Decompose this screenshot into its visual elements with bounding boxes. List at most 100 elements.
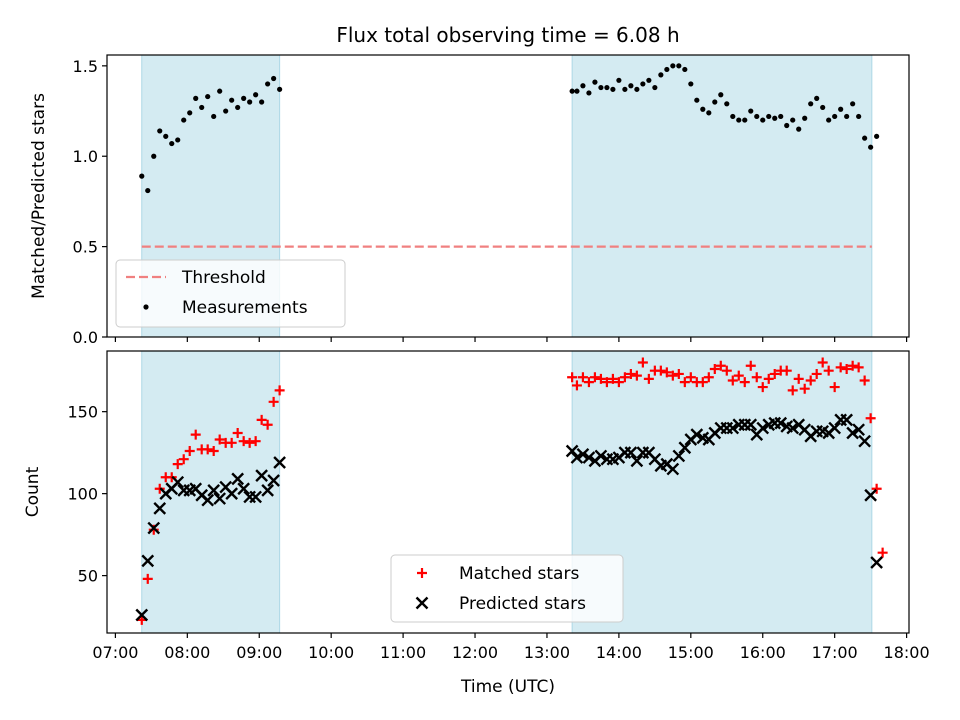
predicted-stars-point — [141, 554, 155, 568]
legend-box — [115, 259, 346, 328]
measurement-point — [748, 108, 754, 114]
measurement-point — [211, 113, 217, 120]
measurement-point — [580, 83, 586, 89]
matched-stars-point — [799, 383, 810, 394]
matched-stars-point — [190, 429, 201, 440]
predicted-stars-point — [690, 428, 704, 441]
predicted-stars-point — [153, 502, 167, 515]
predicted-stars-point — [858, 434, 871, 448]
matched-stars-point — [571, 380, 582, 391]
matched-stars-point — [745, 360, 756, 371]
measurement-point — [181, 117, 187, 123]
measurement-point — [874, 133, 880, 139]
matched-stars-point — [817, 357, 828, 368]
y-tick-label: 150 — [67, 403, 98, 422]
measurement-point — [604, 84, 610, 91]
y-axis-label: Matched/Predicted stars — [29, 93, 49, 299]
matched-stars-point — [793, 373, 804, 384]
legend-predicted-swatch — [415, 596, 429, 610]
matched-stars-point — [781, 365, 792, 376]
predicted-stars-point — [852, 423, 865, 437]
predicted-stars-point — [828, 421, 842, 435]
matched-stars-point — [769, 368, 780, 379]
y-tick-label: 1.0 — [73, 147, 98, 166]
matched-stars-point — [613, 377, 624, 388]
matched-stars-point — [202, 444, 213, 455]
predicted-stars-point — [864, 488, 877, 502]
measurement-point — [217, 88, 223, 94]
x-tick-label: 13:00 — [524, 643, 570, 662]
x-tick-label: 08:00 — [164, 643, 210, 662]
measurement-point — [569, 88, 575, 94]
matched-stars-point — [811, 368, 822, 379]
predicted-stars-point — [582, 451, 596, 464]
matched-stars-point — [721, 365, 732, 376]
measurement-point — [730, 113, 736, 120]
measurement-point — [742, 117, 748, 123]
matched-stars-point — [583, 377, 594, 388]
matched-stars-point — [709, 364, 720, 375]
measurement-point — [718, 92, 724, 98]
measurement-point — [736, 117, 742, 123]
predicted-stars-point — [273, 456, 286, 469]
measurement-point — [826, 117, 832, 123]
matched-stars-point — [172, 459, 183, 470]
measurement-point — [628, 83, 634, 89]
predicted-stars-point — [726, 421, 740, 435]
matched-stars-point — [733, 370, 744, 381]
legend-threshold-label: Threshold — [181, 268, 266, 288]
matched-stars-point — [805, 375, 816, 386]
y-tick-label: 100 — [67, 485, 98, 504]
measurement-point — [253, 92, 259, 98]
measurement-point — [652, 84, 658, 91]
matched-stars-point — [184, 446, 195, 457]
matched-stars-point — [703, 372, 714, 383]
matched-stars-point — [637, 357, 648, 368]
legend-measurements-swatch — [143, 304, 149, 310]
measurement-point — [724, 101, 730, 107]
matched-stars-point — [601, 377, 612, 388]
predicted-stars-point — [624, 446, 638, 459]
measurement-point — [694, 97, 700, 103]
matched-stars-point — [685, 372, 696, 383]
measurement-point — [265, 81, 271, 87]
matched-stars-point — [631, 370, 642, 381]
matched-stars-point — [757, 382, 768, 393]
measurement-point — [610, 86, 616, 92]
x-tick-label: 16:00 — [740, 643, 786, 662]
x-tick-label: 15:00 — [668, 643, 714, 662]
matched-stars-point — [250, 436, 261, 447]
predicted-stars-point — [594, 449, 608, 463]
matched-stars-point — [178, 454, 189, 465]
predicted-stars-point — [201, 493, 215, 507]
y-tick-label: 1.5 — [73, 57, 98, 76]
measurement-point — [592, 79, 598, 85]
matched-stars-point — [567, 372, 578, 383]
measurement-point — [814, 95, 820, 101]
matched-stars-point — [727, 375, 738, 386]
x-axis-label: Time (UTC) — [460, 677, 555, 697]
measurement-point — [670, 63, 676, 69]
matched-stars-point — [274, 385, 285, 396]
matched-stars-point — [739, 377, 750, 388]
measurement-point — [277, 86, 283, 92]
matched-stars-point — [667, 370, 678, 381]
matched-stars-point — [871, 483, 882, 494]
matched-stars-point — [268, 396, 279, 407]
matched-stars-point — [607, 373, 618, 384]
matched-stars-point — [208, 446, 219, 457]
measurement-point — [187, 110, 193, 116]
measurement-point — [640, 81, 646, 87]
predicted-stars-point — [756, 421, 770, 435]
measurement-point — [169, 140, 175, 147]
measurement-point — [646, 77, 652, 83]
measurement-point — [784, 122, 790, 129]
measurement-point — [850, 101, 856, 107]
measurement-point — [145, 187, 151, 194]
matched-stars-point — [715, 360, 726, 371]
matched-stars-point — [865, 413, 876, 424]
matched-stars-point — [238, 436, 249, 447]
matched-stars-point — [589, 372, 600, 383]
matched-stars-point — [643, 373, 654, 384]
